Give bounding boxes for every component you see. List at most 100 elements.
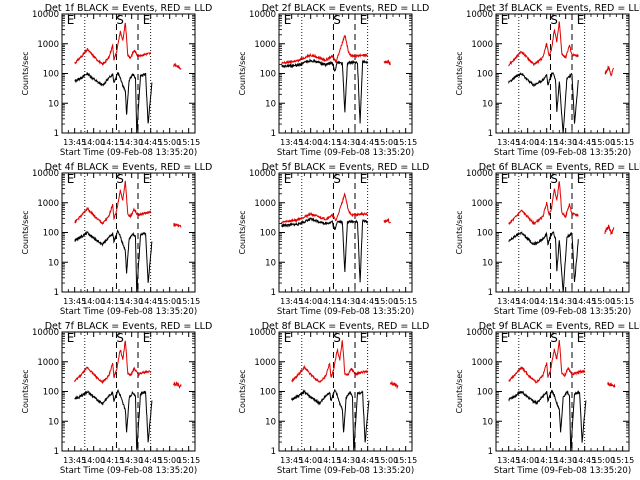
events-series-line	[74, 388, 153, 450]
x-tick-label: 14:30	[337, 297, 360, 306]
x-axis-label: Start Time (09-Feb-08 13:35:20)	[494, 148, 631, 158]
events-series-line	[508, 389, 587, 451]
lld-series-tail	[604, 224, 615, 236]
lld-series-line	[74, 180, 152, 226]
y-tick-label: 10	[265, 417, 276, 427]
plot-frame	[61, 172, 196, 293]
marker-label-e: E	[67, 172, 75, 186]
x-tick-label: 14:45	[573, 297, 596, 306]
events-series-line	[74, 72, 153, 133]
marker-label-e: E	[284, 13, 292, 27]
panel-title: Det 5f BLACK = Events, RED = LLD	[262, 162, 430, 173]
marker-label-e: E	[501, 331, 509, 345]
lld-series-line	[281, 34, 369, 65]
y-tick-label: 1000	[471, 40, 493, 50]
x-axis-label: Start Time (09-Feb-08 13:35:20)	[60, 307, 197, 317]
plot-area	[508, 340, 616, 451]
y-axis-label: Counts/sec	[238, 369, 247, 413]
plot-area	[74, 340, 182, 450]
plot-area	[291, 340, 399, 451]
marker-label-e: E	[284, 172, 292, 186]
x-tick-label: 15:15	[611, 138, 634, 147]
y-tick-label: 1	[488, 288, 493, 298]
x-axis-label: Start Time (09-Feb-08 13:35:20)	[60, 148, 197, 158]
y-tick-label: 1	[54, 129, 59, 139]
marker-label-e: E	[143, 331, 151, 345]
lld-series-line	[508, 181, 579, 226]
marker-label-e: E	[360, 13, 368, 27]
y-tick-label: 1000	[37, 358, 59, 368]
x-axis-label: Start Time (09-Feb-08 13:35:20)	[277, 466, 414, 476]
y-tick-label: 10000	[466, 169, 493, 179]
lld-series-tail	[383, 217, 391, 224]
x-tick-label: 14:15	[101, 297, 124, 306]
marker-label-s: S	[333, 13, 341, 27]
x-tick-label: 14:45	[573, 456, 596, 465]
x-tick-label: 14:15	[318, 297, 341, 306]
y-tick-label: 100	[477, 388, 493, 398]
y-tick-label: 100	[477, 70, 493, 80]
panel-title: Det 4f BLACK = Events, RED = LLD	[45, 162, 213, 173]
x-tick-label: 15:00	[375, 297, 398, 306]
marker-label-s: S	[550, 331, 558, 345]
x-tick-label: 14:30	[337, 456, 360, 465]
marker-label-s: S	[116, 172, 124, 186]
x-tick-label: 14:30	[120, 456, 143, 465]
y-tick-label: 1000	[471, 199, 493, 209]
lld-series-line	[291, 340, 369, 384]
y-axis-label: Counts/sec	[238, 210, 247, 254]
x-tick-label: 14:30	[120, 297, 143, 306]
y-tick-label: 1000	[254, 199, 276, 209]
plot-frame	[61, 13, 196, 134]
y-axis-label: Counts/sec	[21, 369, 30, 413]
events-series-line	[508, 231, 579, 292]
y-axis-label: Counts/sec	[21, 210, 30, 254]
x-axis-label: Start Time (09-Feb-08 13:35:20)	[60, 466, 197, 476]
x-tick-label: 15:15	[394, 456, 417, 465]
x-tick-label: 14:00	[516, 456, 539, 465]
marker-label-s: S	[550, 172, 558, 186]
events-series-line	[74, 229, 153, 292]
x-tick-label: 14:30	[120, 138, 143, 147]
x-tick-label: 15:00	[375, 138, 398, 147]
x-tick-label: 14:00	[299, 138, 322, 147]
x-tick-label: 14:00	[516, 138, 539, 147]
lld-series-line	[74, 340, 152, 384]
marker-label-s: S	[116, 13, 124, 27]
x-tick-label: 15:15	[394, 297, 417, 306]
plot-frame	[61, 331, 196, 452]
y-tick-label: 10000	[249, 328, 276, 338]
y-tick-label: 10	[265, 258, 276, 268]
x-tick-label: 15:00	[158, 138, 181, 147]
panel-title: Det 7f BLACK = Events, RED = LLD	[45, 321, 213, 332]
y-tick-label: 1000	[37, 199, 59, 209]
x-axis-label: Start Time (09-Feb-08 13:35:20)	[277, 307, 414, 317]
x-tick-label: 15:00	[592, 456, 615, 465]
x-tick-label: 14:45	[356, 456, 379, 465]
lld-series-line	[508, 21, 579, 67]
x-tick-label: 14:15	[535, 297, 558, 306]
marker-label-e: E	[67, 331, 75, 345]
x-tick-label: 14:45	[356, 138, 379, 147]
y-tick-label: 1	[271, 447, 276, 457]
y-axis-label: Counts/sec	[455, 369, 464, 413]
y-tick-label: 1000	[254, 40, 276, 50]
x-tick-label: 13:45	[280, 138, 303, 147]
x-tick-label: 13:45	[63, 297, 86, 306]
y-tick-label: 10000	[466, 10, 493, 20]
x-tick-label: 14:00	[516, 297, 539, 306]
x-axis-label: Start Time (09-Feb-08 13:35:20)	[494, 466, 631, 476]
x-tick-label: 13:45	[497, 297, 520, 306]
x-tick-label: 15:15	[177, 456, 200, 465]
plot-area	[74, 22, 182, 133]
y-tick-label: 10000	[466, 328, 493, 338]
x-tick-label: 15:00	[375, 456, 398, 465]
x-tick-label: 14:00	[82, 456, 105, 465]
